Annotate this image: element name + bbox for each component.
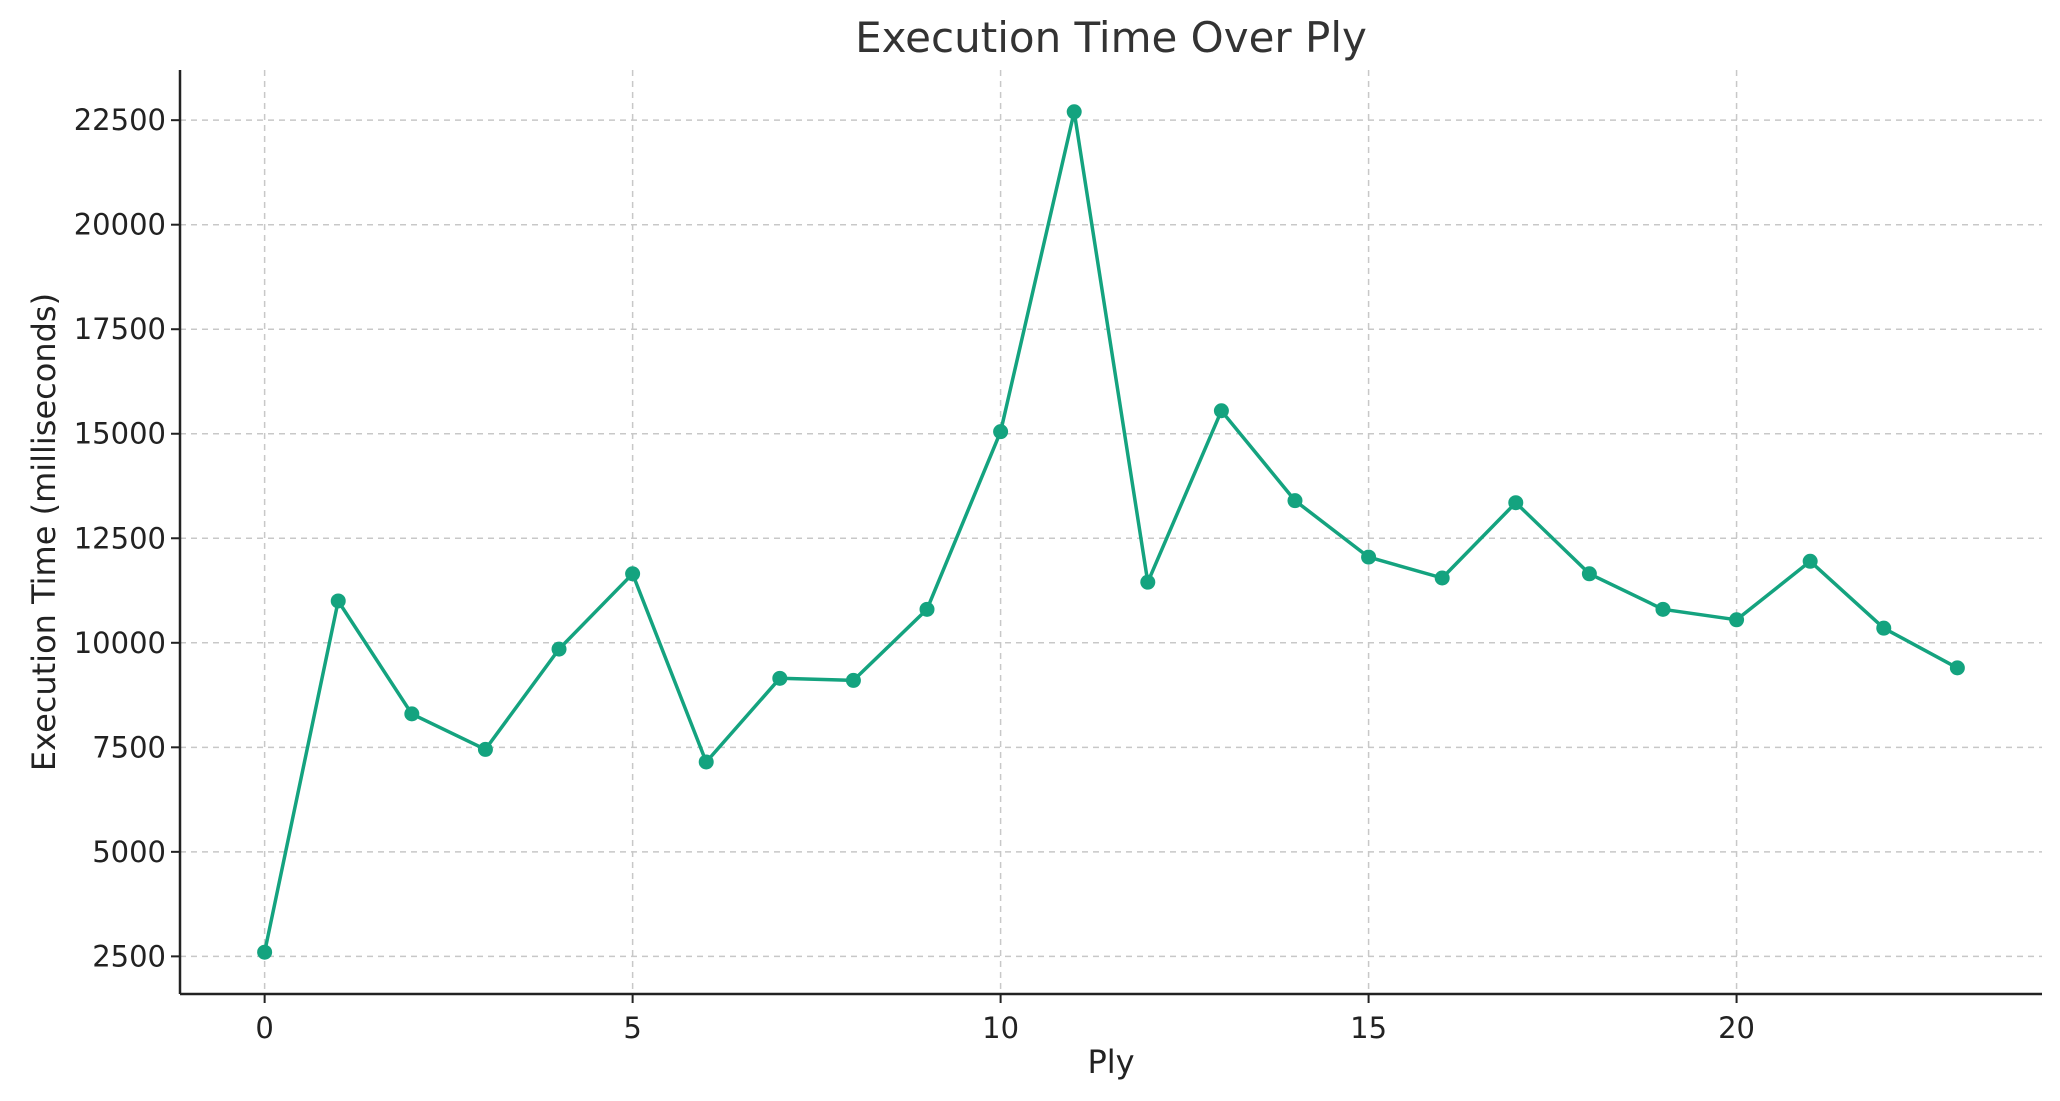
data-point: [477, 741, 493, 757]
y-tick-label: 5000: [92, 835, 166, 869]
y-tick-label: 20000: [74, 208, 166, 242]
data-point: [1213, 403, 1229, 419]
data-point: [919, 601, 935, 617]
x-tick-label: 20: [1718, 1011, 1755, 1045]
data-point: [1876, 620, 1892, 636]
x-tick-label: 5: [623, 1011, 641, 1045]
data-point: [1581, 566, 1597, 582]
y-tick-label: 2500: [92, 939, 166, 973]
x-tick-label: 15: [1350, 1011, 1387, 1045]
data-point: [625, 566, 641, 582]
x-tick-label: 0: [255, 1011, 273, 1045]
data-point: [1361, 549, 1377, 565]
data-point: [1140, 574, 1156, 590]
data-point: [330, 593, 346, 609]
ticks-layer: 2500 5000 7500 10000 12500 15000 17500 20000 225…: [74, 103, 1755, 1045]
y-tick-label: 7500: [92, 730, 166, 764]
data-point: [551, 641, 567, 657]
y-tick-label: 10000: [74, 626, 166, 660]
data-point: [1655, 601, 1671, 617]
data-point: [698, 754, 714, 770]
x-tick-label: 10: [982, 1011, 1019, 1045]
data-point: [1729, 612, 1745, 628]
y-tick-label: 12500: [74, 521, 166, 555]
data-point: [1287, 493, 1303, 509]
x-axis-label: Ply: [1087, 1043, 1134, 1081]
y-axis-label: Execution Time (milliseconds): [25, 293, 63, 771]
data-point: [1949, 660, 1965, 676]
data-point: [1508, 495, 1524, 511]
data-point: [1802, 553, 1818, 569]
data-point: [845, 672, 861, 688]
data-point: [1066, 104, 1082, 120]
series-layer: [257, 104, 1965, 960]
y-tick-label: 17500: [74, 312, 166, 346]
data-point: [404, 706, 420, 722]
data-point: [257, 944, 273, 960]
grid-layer: [180, 70, 2042, 994]
data-point: [993, 424, 1009, 440]
axes-layer: [178, 70, 2042, 996]
y-tick-label: 15000: [74, 417, 166, 451]
data-point: [1434, 570, 1450, 586]
y-tick-label: 22500: [74, 103, 166, 137]
data-point: [772, 670, 788, 686]
series-line: [262, 110, 1959, 953]
chart-title: Execution Time Over Ply: [855, 13, 1367, 62]
